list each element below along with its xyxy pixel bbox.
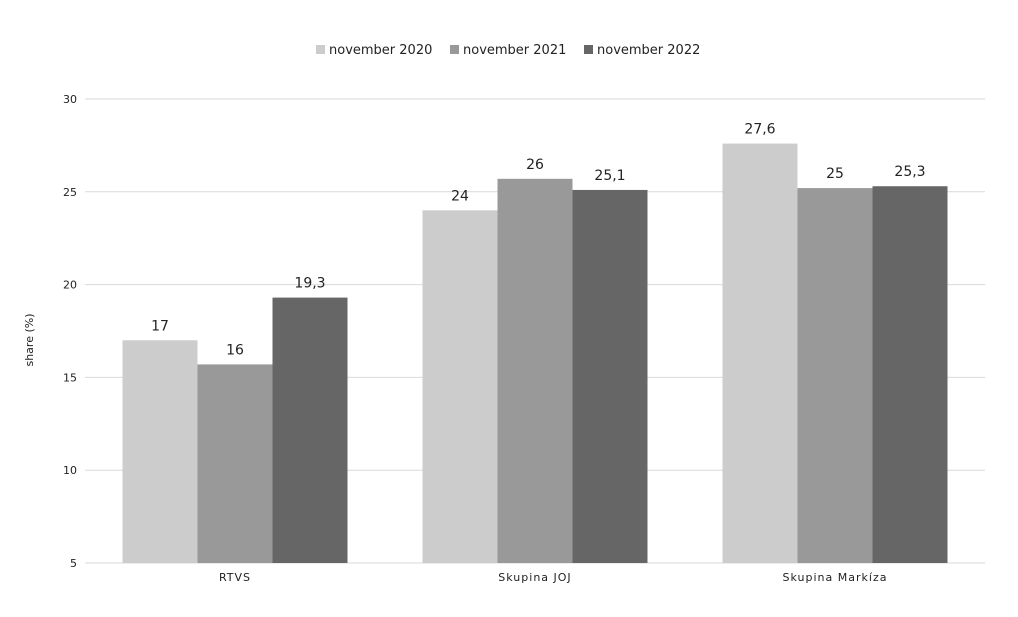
y-axis-ticks: 5 10 15 20 25 30	[63, 93, 77, 570]
y-tick-label: 10	[63, 464, 77, 477]
bar-2-3	[572, 189, 648, 563]
bar-1-2	[197, 364, 273, 563]
legend-swatch	[450, 45, 459, 54]
legend-swatch	[316, 45, 325, 54]
data-label: 17	[151, 318, 169, 334]
bar-3-3	[872, 186, 948, 563]
x-tick-label: Skupina JOJ	[498, 571, 571, 584]
y-tick-label: 20	[63, 279, 77, 292]
legend-swatch	[584, 45, 593, 54]
data-label: 25	[826, 166, 844, 182]
y-tick-label: 25	[63, 186, 77, 199]
legend-label: november 2020	[329, 43, 432, 58]
x-tick-label: Skupina Markíza	[783, 571, 888, 584]
y-tick-label: 15	[63, 371, 77, 384]
bars	[122, 143, 948, 564]
bar-2-2	[497, 178, 573, 564]
data-label: 16	[226, 342, 244, 358]
bar-1-3	[272, 297, 348, 563]
y-tick-label: 5	[70, 557, 77, 570]
bar-3-1	[722, 143, 798, 563]
data-label: 24	[451, 188, 469, 204]
y-axis-label: share (%)	[23, 313, 36, 366]
data-label: 25,1	[594, 168, 625, 184]
x-tick-label: RTVS	[219, 571, 251, 584]
y-tick-label: 30	[63, 93, 77, 106]
bar-2-1	[422, 210, 498, 564]
bar-1-1	[122, 340, 198, 563]
bar-3-2	[797, 188, 873, 563]
data-label: 25,3	[894, 164, 925, 180]
data-label: 26	[526, 157, 544, 173]
data-labels: 17 16 19,3 24 26 25,1 27,6 25 25,3	[151, 122, 926, 359]
legend-label: november 2021	[463, 43, 566, 58]
legend: november 2020 november 2021 november 2022	[316, 43, 700, 58]
x-axis-ticks: RTVS Skupina JOJ Skupina Markíza	[219, 571, 888, 584]
legend-label: november 2022	[597, 43, 700, 58]
data-label: 27,6	[744, 122, 775, 138]
data-label: 19,3	[294, 276, 325, 292]
